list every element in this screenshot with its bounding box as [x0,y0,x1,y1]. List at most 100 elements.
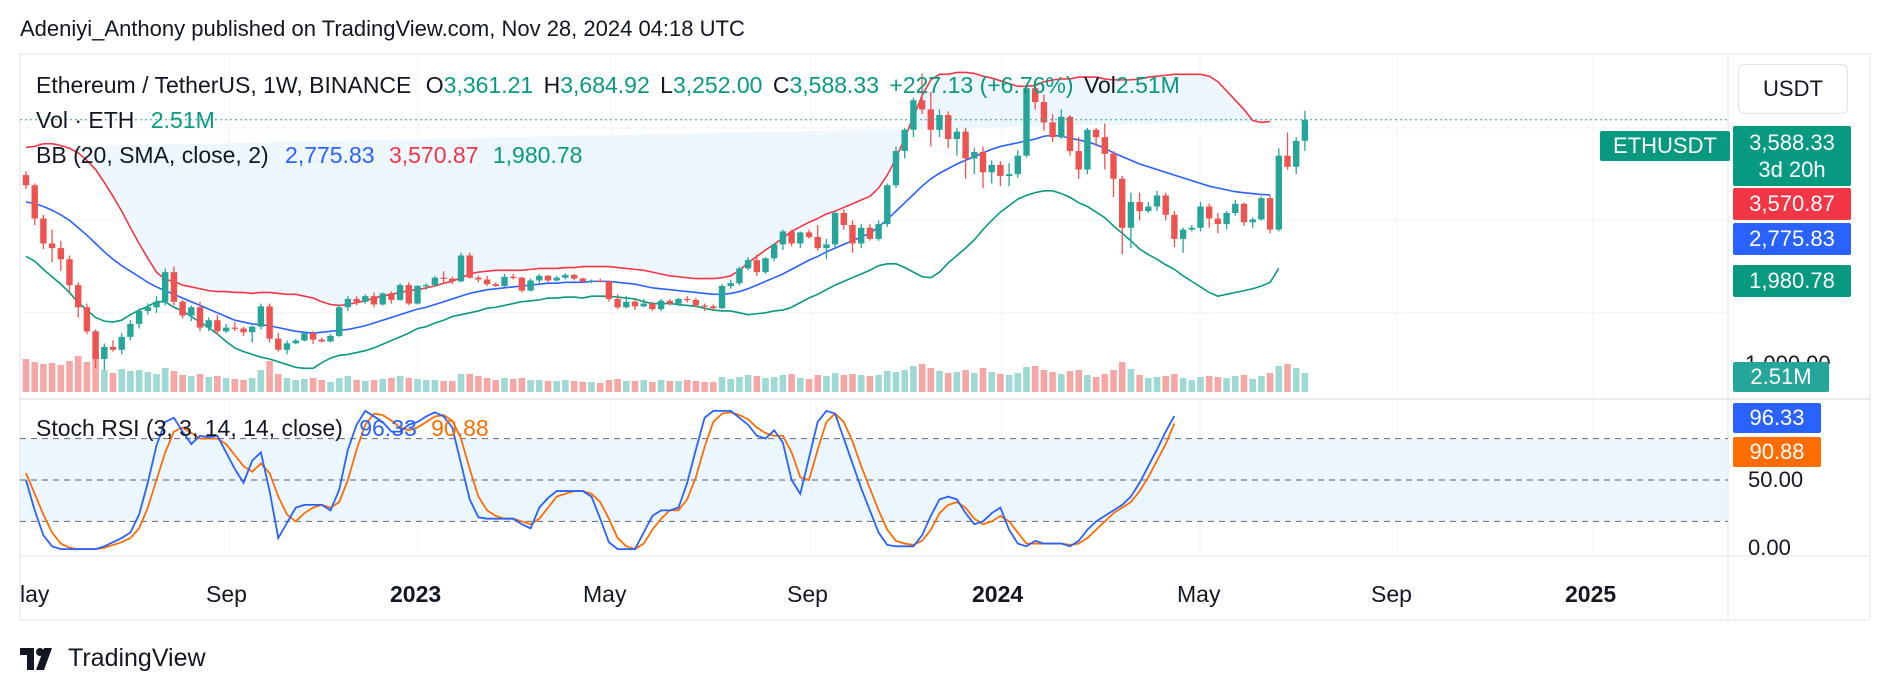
stoch-rsi-label[interactable]: Stoch RSI (3, 3, 14, 14, close) [36,415,343,441]
candle-body [135,310,143,324]
volume-bar [901,370,908,392]
candle-body [1032,88,1039,103]
volume-bar [405,378,413,392]
volume-bar [449,381,456,392]
currency-button-label: USDT [1763,76,1823,101]
volume-tag: 2.51M [1733,362,1829,392]
volume-bar [683,380,691,392]
candle-body [222,327,230,332]
volume-bar [362,381,369,392]
candle-body [1153,195,1161,207]
candle-body [475,277,482,280]
bb-label[interactable]: BB (20, SMA, close, 2) [36,142,269,168]
bb-basis-value: 2,775.83 [285,142,375,168]
time-label-may-2023: May [583,581,627,607]
volume-bar [240,380,247,392]
volume-bar [727,379,734,392]
bb-lower-tag-value: 1,980.78 [1749,268,1835,293]
candle-body [1275,155,1282,230]
candle-body [1214,218,1222,225]
volume-bar [1162,376,1169,392]
candle-body [918,100,926,110]
currency-button[interactable]: USDT [1738,64,1848,114]
candle-body [814,237,821,249]
candle-body [101,347,108,360]
volume-bar [1301,373,1309,392]
volume-bar [40,364,47,392]
candle-body [510,276,517,278]
volume-bar [692,381,700,392]
candle-body [866,227,874,239]
high-value: 3,684.92 [560,72,650,98]
candle-body [492,284,499,287]
volume-bar [414,379,421,392]
candle-body [736,268,743,284]
candle-body [1092,129,1100,138]
candle-body [945,115,952,140]
volume-bar [1188,380,1196,392]
candle-body [309,333,317,340]
volume-bar [214,376,221,392]
volume-bar [1084,375,1091,392]
candle-body [1127,201,1135,228]
candle-body [527,280,534,291]
volume-bar [222,378,230,392]
candle-body [1119,178,1126,228]
volume-bar [1249,379,1256,392]
candle-body [753,260,760,273]
volume-bar [823,376,830,392]
volume-bar [1258,376,1265,392]
volume-row-label[interactable]: Vol · ETH [36,107,135,133]
candle-body [631,301,639,307]
candle-body [1066,116,1074,152]
candle-body [588,280,595,282]
tradingview-logo-icon [20,647,52,670]
volume-bar [1136,375,1143,392]
volume-bar [196,374,204,392]
candle-body [1249,219,1256,223]
volume-bar [831,373,839,392]
volume-bar [161,368,169,392]
bb-legend: BB (20, SMA, close, 2) 2,775.83 3,570.87… [36,142,582,169]
tradingview-logo[interactable]: TradingView [20,644,206,673]
volume-bar [953,372,961,392]
stoch-k-line [25,409,1176,550]
candle-body [1293,140,1300,167]
volume-bar [344,376,352,392]
candle-body [405,285,412,304]
low-value: 3,252.00 [672,72,763,98]
candle-body [1084,129,1091,170]
bb-lower-value: 1,980.78 [492,142,583,168]
volume-bar [840,375,848,392]
volume-bar [553,381,560,392]
candle-body [1232,203,1239,213]
volume-bar [257,370,265,392]
candle-body [1301,119,1309,141]
candle-body [771,244,778,259]
volume-bar [1205,376,1213,392]
candle-body [1049,122,1056,138]
candle-body [414,286,421,304]
candle-body [353,298,360,302]
symbol-price-tag: ETHUSDT [1600,131,1730,161]
volume-bar [318,380,326,392]
volume-bar [1127,369,1135,392]
close-label: C [772,72,790,98]
candle-body [623,301,630,308]
last-price-tag: 3,588.33 3d 20h [1733,126,1851,186]
volume-bar [1075,370,1082,392]
volume-bar [1179,378,1187,392]
candle-body [692,299,700,306]
time-label-sep-2023: Sep [787,581,828,607]
candle-body [440,277,447,279]
candle-body [1058,116,1065,138]
symbol-name[interactable]: Ethereum / TetherUS, 1W, BINANCE [36,72,412,98]
stoch-k-tag-value: 96.33 [1749,405,1805,430]
candle-body [170,272,178,302]
volume-bar [518,378,526,392]
volume-bar [770,377,778,392]
candle-body [962,131,969,159]
volume-bar [596,383,604,392]
candle-body [840,212,847,225]
